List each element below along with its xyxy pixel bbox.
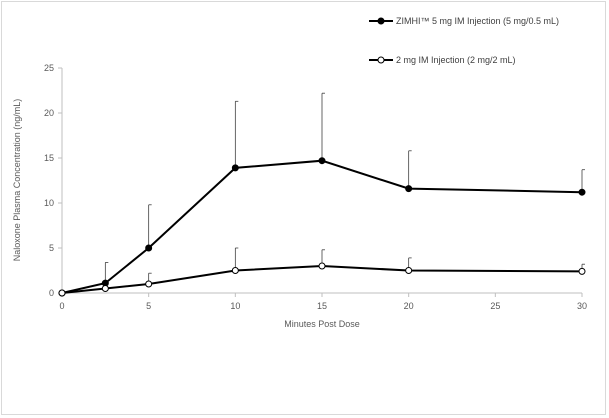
legend-marker-open [377,56,385,64]
y-tick-label: 15 [44,153,54,163]
series-lines [61,159,583,294]
data-point-zimhi [145,244,153,252]
data-point-2mg [405,267,413,274]
data-point-2mg [145,280,153,288]
data-points [58,157,586,297]
legend-label: 2 mg IM Injection (2 mg/2 mL) [396,55,516,65]
axes: 0 5 10 15 20 25 30 0 5 10 15 20 25 [44,63,587,311]
y-axis-title: Naloxone Plasma Concentration (ng/mL) [12,99,22,262]
data-point-zimhi [578,188,586,196]
x-tick-label: 10 [230,301,240,311]
series-line-zimhi [61,159,583,294]
x-tick-label: 30 [577,301,587,311]
data-point-zimhi [318,157,326,165]
x-tick-label: 25 [490,301,500,311]
y-tick-label: 20 [44,108,54,118]
legend: ZIMHI™ 5 mg IM Injection (5 mg/0.5 mL) 2 … [369,16,559,65]
data-point-zimhi [231,164,239,172]
x-tick-label: 0 [59,301,64,311]
data-point-2mg [58,289,66,297]
y-tick-label: 25 [44,63,54,73]
data-point-2mg [101,285,109,292]
data-point-2mg [578,267,586,275]
y-tick-label: 5 [49,243,54,253]
legend-marker-filled [377,17,385,25]
error-bars [104,92,585,289]
legend-label: ZIMHI™ 5 mg IM Injection (5 mg/0.5 mL) [396,16,559,26]
data-point-2mg [318,262,326,270]
x-tick-label: 20 [404,301,414,311]
y-tick-label: 0 [49,288,54,298]
data-point-2mg [231,267,239,274]
series-line-2mg [61,264,583,294]
y-tick-label: 10 [44,198,54,208]
data-point-zimhi [405,185,413,193]
x-tick-label: 15 [317,301,327,311]
x-axis-title: Minutes Post Dose [284,319,360,329]
x-tick-label: 5 [146,301,151,311]
